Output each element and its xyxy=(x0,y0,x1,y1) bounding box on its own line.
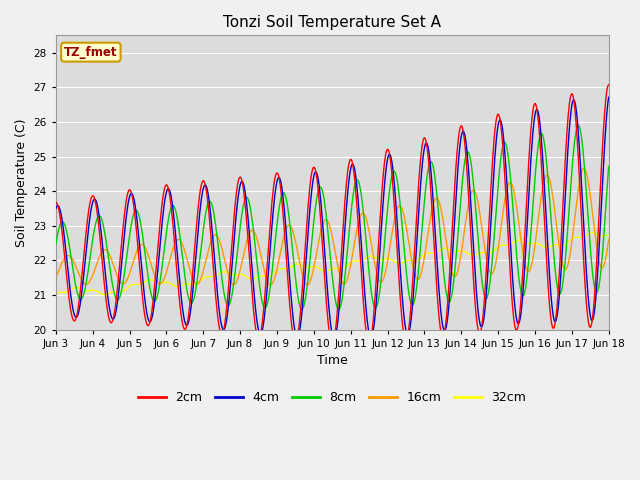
Title: Tonzi Soil Temperature Set A: Tonzi Soil Temperature Set A xyxy=(223,15,441,30)
X-axis label: Time: Time xyxy=(317,354,348,367)
Legend: 2cm, 4cm, 8cm, 16cm, 32cm: 2cm, 4cm, 8cm, 16cm, 32cm xyxy=(133,386,531,409)
Text: TZ_fmet: TZ_fmet xyxy=(64,46,118,59)
Y-axis label: Soil Temperature (C): Soil Temperature (C) xyxy=(15,118,28,247)
